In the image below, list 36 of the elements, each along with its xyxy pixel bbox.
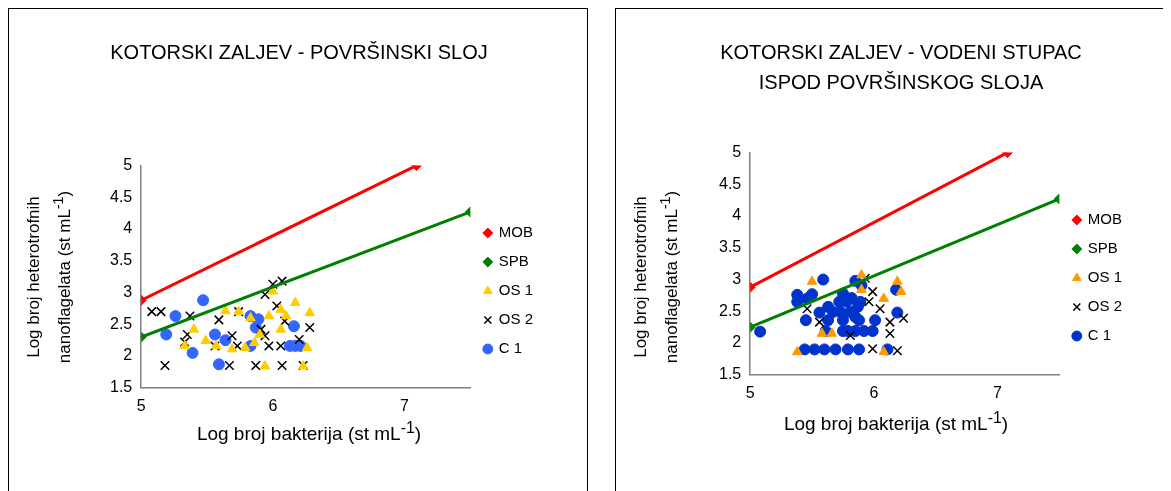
x-tick-label: 7	[993, 383, 1003, 401]
legend-label: OS 2	[1087, 297, 1123, 315]
x-axis-title: Log broj bakterija (st mL$^{-1}$)	[782, 409, 1010, 436]
x-tick-label: 7	[400, 396, 410, 414]
legend-label: C 1	[498, 339, 523, 357]
x-tick-label: 6	[268, 396, 278, 414]
y-tick-label: 3.5	[718, 238, 742, 256]
y-tick-label: 4	[732, 206, 742, 224]
chart-title: KOTORSKI ZALJEV - POVRŠINSKI SLOJ	[109, 40, 489, 65]
y-tick-label: 2	[732, 333, 742, 351]
legend-label: SPB	[498, 252, 529, 270]
y-tick-label: 5	[732, 143, 742, 161]
y-tick-label: 4	[123, 219, 133, 237]
legend-label: C 1	[1087, 326, 1112, 344]
x-axis-title: Log broj bakterija (st mL$^{-1}$)	[195, 419, 423, 446]
y-tick-label: 4.5	[109, 187, 133, 205]
legend-label: MOB	[1087, 210, 1122, 228]
legend-label: OS 1	[1087, 268, 1123, 286]
y-tick-label: 1.5	[109, 378, 133, 396]
y-tick-label: 2.5	[718, 301, 742, 319]
y-tick-label: 3	[123, 282, 133, 300]
legend-label: OS 2	[498, 310, 534, 328]
y-tick-label: 1.5	[718, 365, 742, 383]
legend-label: OS 1	[498, 281, 534, 299]
y-tick-label: 5	[123, 156, 133, 174]
y-tick-label: 4.5	[718, 174, 742, 192]
legend-label: MOB	[498, 223, 533, 241]
y-tick-label: 3	[732, 269, 742, 287]
y-tick-label: 2	[123, 346, 133, 364]
y-tick-label: 2.5	[109, 314, 133, 332]
chart-title: KOTORSKI ZALJEV - VODENI STUPAC ISPOD POVRŠINSKOG SLOJA	[719, 40, 1083, 95]
x-tick-label: 5	[745, 383, 755, 401]
x-tick-label: 6	[869, 383, 879, 401]
y-tick-label: 3.5	[109, 251, 133, 269]
legend-label: SPB	[1087, 239, 1118, 257]
x-tick-label: 5	[136, 396, 146, 414]
